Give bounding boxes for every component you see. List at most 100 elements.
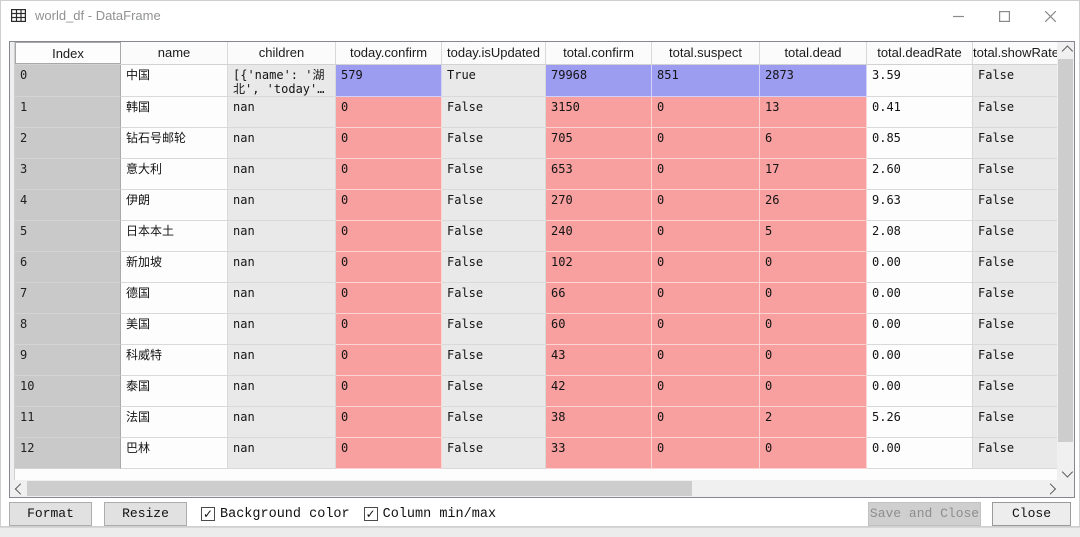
row-header-cell[interactable]: 7: [15, 283, 121, 314]
cell[interactable]: 2: [760, 407, 867, 438]
cell[interactable]: 0: [336, 407, 442, 438]
cell[interactable]: 日本本土: [121, 221, 228, 252]
cell[interactable]: 0.00: [867, 376, 973, 407]
cell[interactable]: nan: [228, 283, 336, 314]
cell[interactable]: 0.00: [867, 314, 973, 345]
cell[interactable]: 泰国: [121, 376, 228, 407]
cell[interactable]: 38: [546, 407, 652, 438]
minimize-button[interactable]: [935, 1, 981, 31]
cell[interactable]: 240: [546, 221, 652, 252]
horizontal-scrollbar[interactable]: [10, 480, 1057, 497]
cell[interactable]: False: [973, 65, 1057, 97]
cell[interactable]: nan: [228, 97, 336, 128]
cell[interactable]: False: [442, 314, 546, 345]
cell[interactable]: 0: [336, 252, 442, 283]
cell[interactable]: 0: [652, 345, 760, 376]
cell[interactable]: nan: [228, 376, 336, 407]
cell[interactable]: 5.26: [867, 407, 973, 438]
cell[interactable]: 巴林: [121, 438, 228, 469]
cell[interactable]: 0: [336, 438, 442, 469]
cell[interactable]: 42: [546, 376, 652, 407]
cell[interactable]: 0.85: [867, 128, 973, 159]
cell[interactable]: False: [973, 283, 1057, 314]
cell[interactable]: 0.00: [867, 345, 973, 376]
cell[interactable]: 0: [336, 97, 442, 128]
cell[interactable]: 0: [652, 314, 760, 345]
resize-button[interactable]: Resize: [104, 502, 187, 526]
cell[interactable]: 0: [760, 283, 867, 314]
cell[interactable]: False: [973, 221, 1057, 252]
row-header-cell[interactable]: 12: [15, 438, 121, 469]
cell[interactable]: 579: [336, 65, 442, 97]
maximize-button[interactable]: [981, 1, 1027, 31]
cell[interactable]: nan: [228, 438, 336, 469]
cell[interactable]: 0: [760, 345, 867, 376]
cell[interactable]: 0: [652, 159, 760, 190]
cell[interactable]: False: [973, 128, 1057, 159]
cell[interactable]: 钻石号邮轮: [121, 128, 228, 159]
cell[interactable]: True: [442, 65, 546, 97]
cell[interactable]: 0: [336, 283, 442, 314]
cell[interactable]: 705: [546, 128, 652, 159]
cell[interactable]: 0: [652, 97, 760, 128]
cell[interactable]: 科威特: [121, 345, 228, 376]
cell[interactable]: 德国: [121, 283, 228, 314]
cell[interactable]: False: [442, 345, 546, 376]
column-header-children[interactable]: children: [228, 42, 336, 64]
cell[interactable]: 0: [652, 438, 760, 469]
cell[interactable]: False: [973, 159, 1057, 190]
close-window-button[interactable]: [1027, 1, 1073, 31]
cell[interactable]: 3.59: [867, 65, 973, 97]
background-color-checkbox[interactable]: ✓: [201, 507, 215, 521]
cell[interactable]: False: [973, 314, 1057, 345]
cell[interactable]: 26: [760, 190, 867, 221]
cell[interactable]: 0: [652, 376, 760, 407]
scroll-up-button[interactable]: [1057, 42, 1074, 59]
cell[interactable]: False: [442, 128, 546, 159]
cell[interactable]: 43: [546, 345, 652, 376]
cell[interactable]: False: [973, 438, 1057, 469]
cell[interactable]: 33: [546, 438, 652, 469]
cell[interactable]: 9.63: [867, 190, 973, 221]
column-header-total-suspect[interactable]: total.suspect: [652, 42, 760, 64]
cell[interactable]: 0.00: [867, 252, 973, 283]
cell[interactable]: 13: [760, 97, 867, 128]
cell[interactable]: 0: [652, 221, 760, 252]
cell[interactable]: 60: [546, 314, 652, 345]
format-button[interactable]: Format: [9, 502, 92, 526]
row-header-cell[interactable]: 1: [15, 97, 121, 128]
cell[interactable]: False: [442, 252, 546, 283]
cell[interactable]: 0: [652, 407, 760, 438]
cell[interactable]: 0: [652, 252, 760, 283]
cell[interactable]: 美国: [121, 314, 228, 345]
vertical-scrollbar-thumb[interactable]: [1058, 59, 1073, 442]
cell[interactable]: 意大利: [121, 159, 228, 190]
cell[interactable]: 0.00: [867, 283, 973, 314]
cell[interactable]: False: [973, 376, 1057, 407]
cell[interactable]: 0: [336, 128, 442, 159]
cell[interactable]: 5: [760, 221, 867, 252]
row-header-cell[interactable]: 11: [15, 407, 121, 438]
column-header-today-isupdated[interactable]: today.isUpdated: [442, 42, 546, 64]
cell[interactable]: nan: [228, 407, 336, 438]
cell[interactable]: 66: [546, 283, 652, 314]
scroll-right-button[interactable]: [1040, 480, 1057, 497]
cell[interactable]: 0.41: [867, 97, 973, 128]
row-header-cell[interactable]: 6: [15, 252, 121, 283]
cell[interactable]: nan: [228, 345, 336, 376]
row-header-cell[interactable]: 0: [15, 65, 121, 97]
save-and-close-button[interactable]: Save and Close: [868, 502, 981, 526]
cell[interactable]: nan: [228, 128, 336, 159]
cell[interactable]: nan: [228, 159, 336, 190]
cell[interactable]: 0: [652, 190, 760, 221]
cell[interactable]: False: [973, 345, 1057, 376]
cell[interactable]: 伊朗: [121, 190, 228, 221]
cell[interactable]: 0: [652, 128, 760, 159]
column-minmax-checkbox-group[interactable]: ✓ Column min/max: [363, 507, 496, 522]
row-header-cell[interactable]: 5: [15, 221, 121, 252]
cell[interactable]: False: [973, 190, 1057, 221]
cell[interactable]: 17: [760, 159, 867, 190]
cell[interactable]: 中国: [121, 65, 228, 97]
close-button[interactable]: Close: [992, 502, 1071, 526]
cell[interactable]: 2.08: [867, 221, 973, 252]
